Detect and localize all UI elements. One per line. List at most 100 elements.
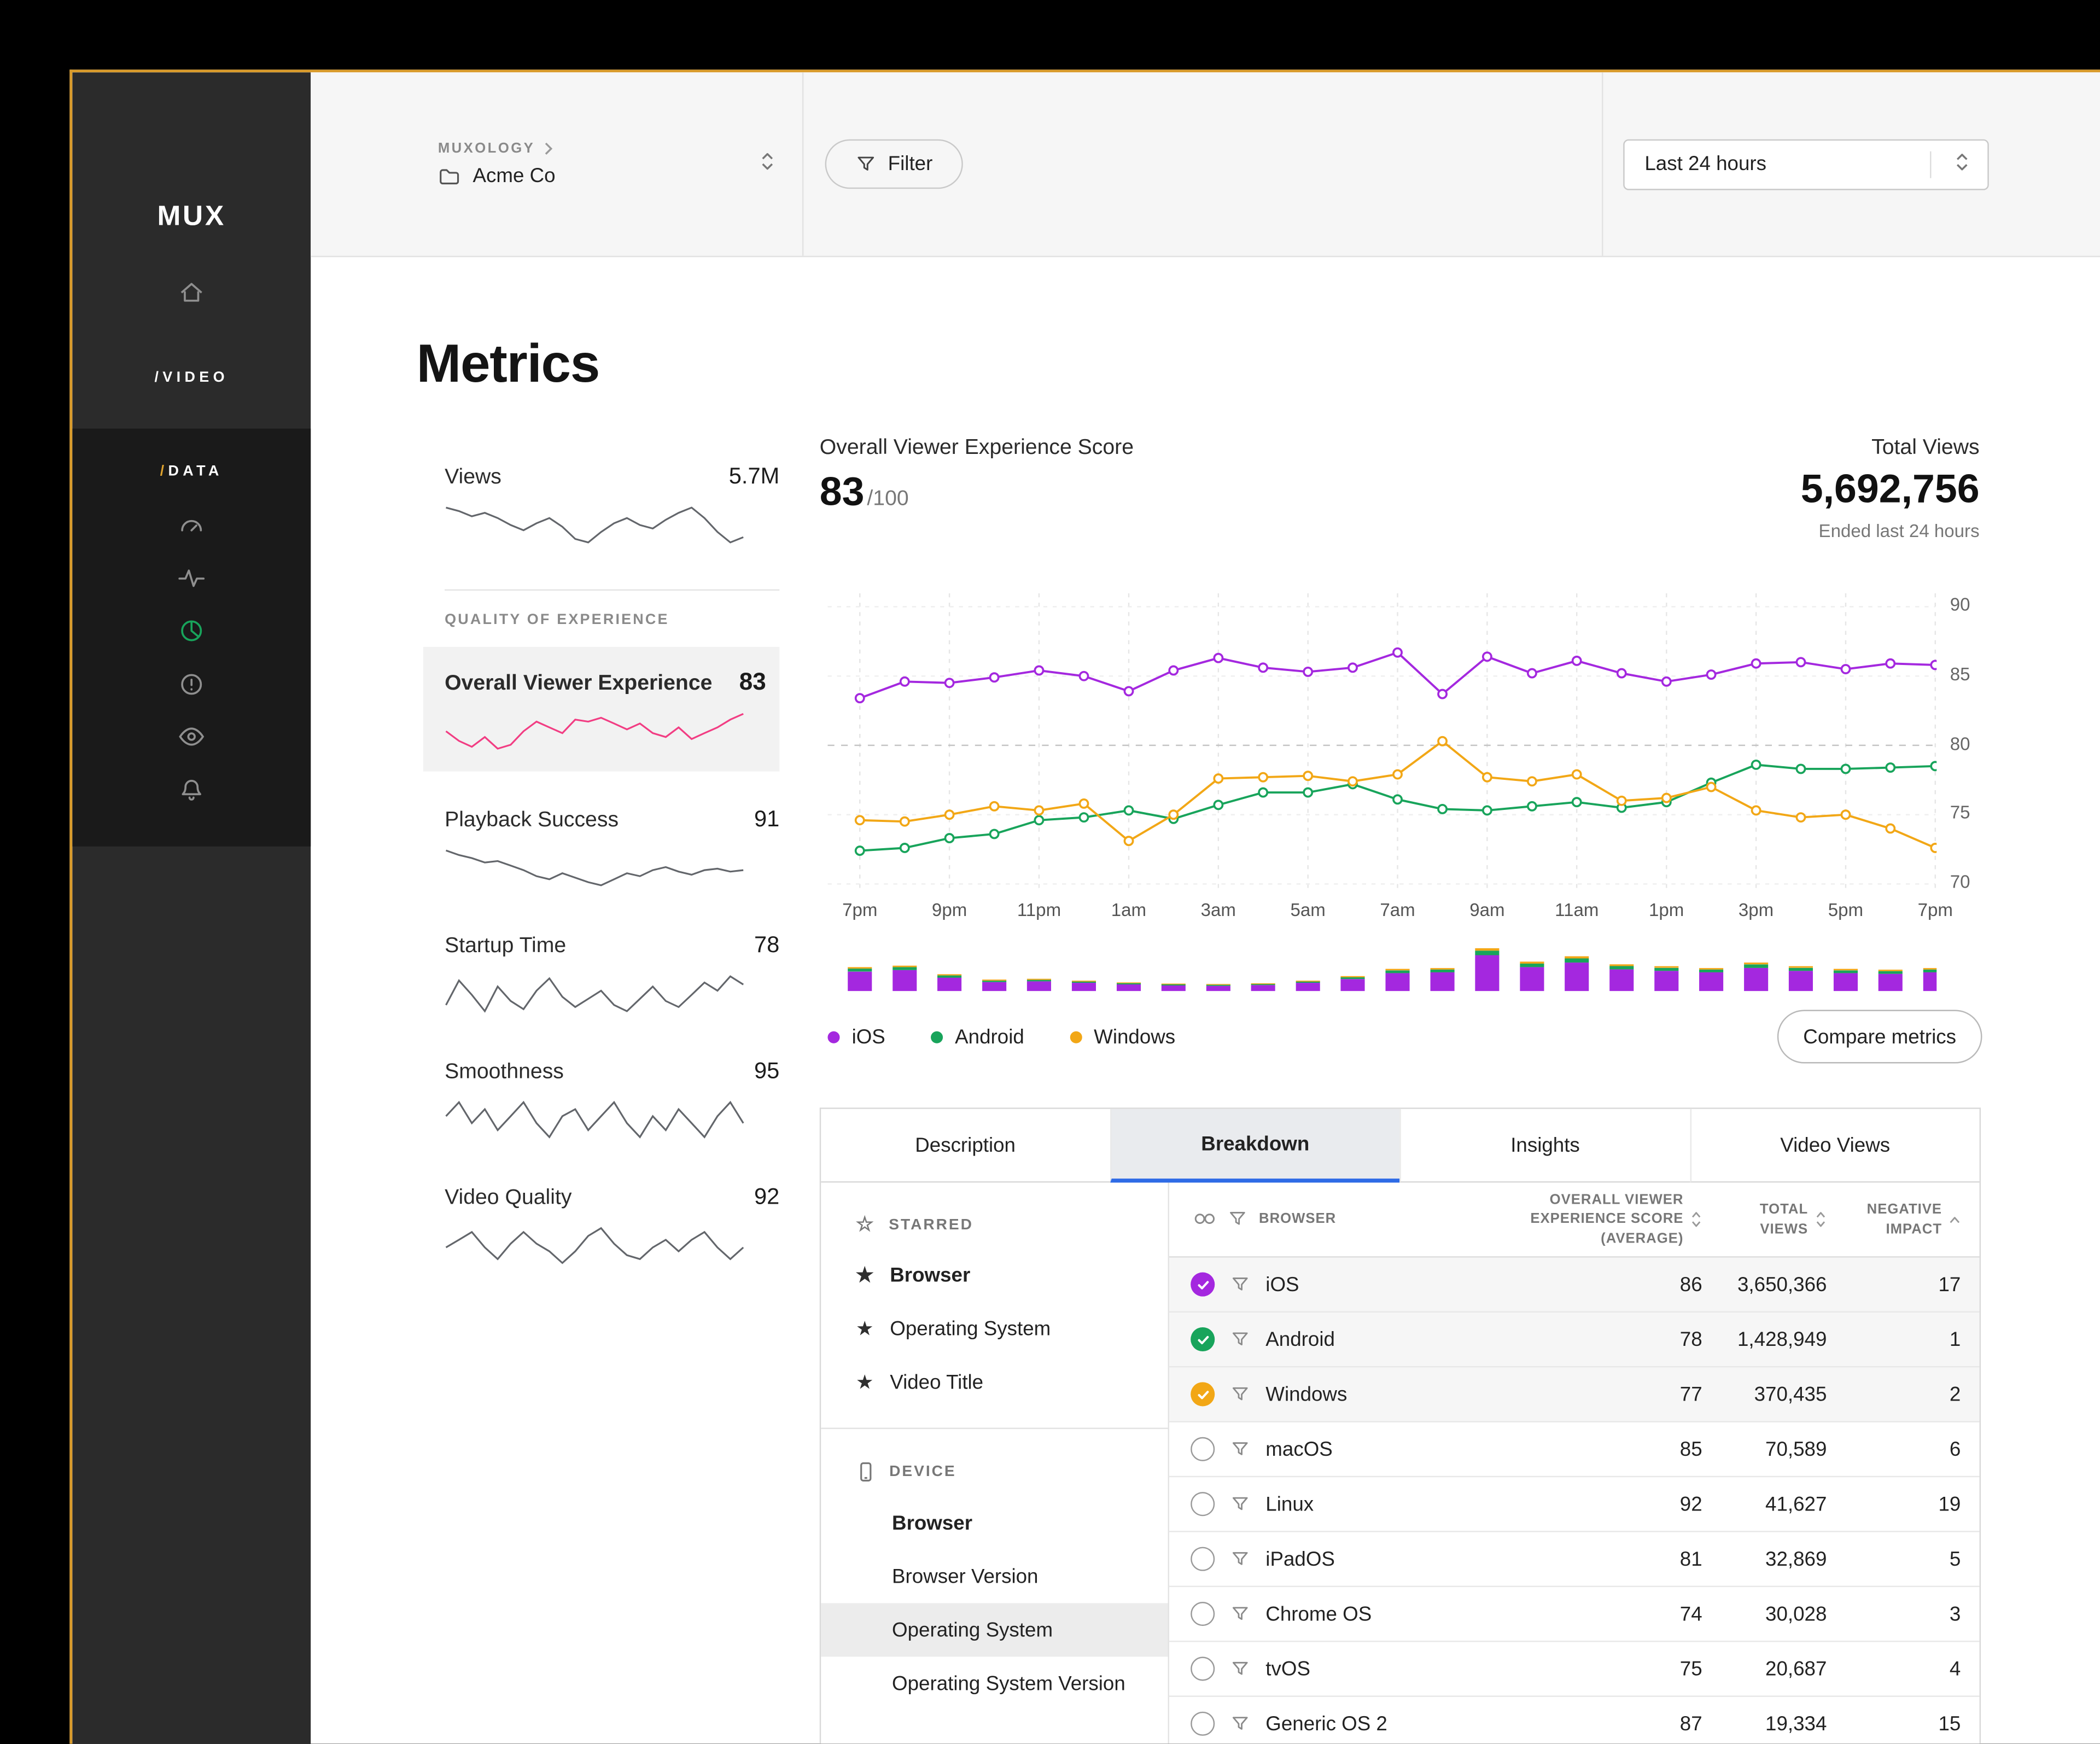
row-filter-icon[interactable] [1231,1659,1250,1678]
row-filter-icon[interactable] [1231,1495,1250,1513]
sort-up-icon [1949,1214,1961,1225]
row-score: 85 [1679,1438,1702,1461]
table-row-macos[interactable]: macOS 85 70,589 6 [1169,1422,1980,1478]
column-header-views[interactable]: TOTAL VIEWS [1729,1200,1857,1238]
star-icon: ★ [855,1263,874,1287]
dimension-item-operating-system-version[interactable]: Operating System Version [821,1656,1168,1710]
legend-item-windows[interactable]: Windows [1070,1026,1175,1049]
row-views: 1,428,949 [1737,1328,1827,1351]
metric-label: Smoothness [445,1060,564,1084]
dimension-item-video-title[interactable]: ★ Video Title [821,1355,1168,1409]
table-row-chrome-os[interactable]: Chrome OS 74 30,028 3 [1169,1587,1980,1642]
breadcrumb-root: MUXOLOGY [438,141,535,157]
org-switcher-chevrons-icon[interactable] [760,149,775,179]
metric-value: 92 [754,1183,780,1210]
row-checkbox-checked[interactable] [1191,1272,1215,1297]
pie-chart-icon[interactable] [72,617,311,644]
activity-icon[interactable] [72,565,311,592]
data-slash: / [160,463,168,480]
row-checkbox[interactable] [1191,1602,1215,1626]
table-row-ios[interactable]: iOS 86 3,650,366 17 [1169,1257,1980,1313]
row-views: 41,627 [1765,1492,1827,1516]
row-checkbox-checked[interactable] [1191,1327,1215,1352]
row-filter-icon[interactable] [1231,1275,1250,1293]
x-tick-label: 1am [1111,900,1147,920]
metric-label: Video Quality [445,1186,572,1210]
funnel-icon [1230,1212,1245,1226]
sidebar-section-data: /DATA [72,428,311,847]
dimension-item-browser[interactable]: ★ Browser [821,1248,1168,1302]
metric-value: 78 [754,932,780,958]
table-row-windows[interactable]: Windows 77 370,435 2 [1169,1367,1980,1422]
y-axis: 90 85 80 75 70 [1947,582,2006,893]
tab-insights[interactable]: Insights [1399,1109,1690,1183]
metric-sparkline [445,713,744,750]
row-views: 32,869 [1765,1547,1827,1571]
bell-icon[interactable] [72,777,311,803]
metric-card-startup-time[interactable]: Startup Time 78 [445,932,779,1016]
compare-metrics-button[interactable]: Compare metrics [1777,1010,1982,1064]
row-filter-icon[interactable] [1231,1440,1250,1459]
dimension-item-operating-system[interactable]: ★ Operating System [821,1302,1168,1355]
row-filter-icon[interactable] [1231,1549,1250,1568]
metric-card-video-quality[interactable]: Video Quality 92 [445,1184,779,1267]
row-impact: 4 [1949,1657,1961,1681]
tab-description[interactable]: Description [821,1109,1110,1183]
row-checkbox[interactable] [1191,1492,1215,1516]
column-header-impact[interactable]: NEGATIVE IMPACT [1856,1200,1979,1238]
device-icon [860,1462,872,1481]
home-icon[interactable] [72,278,311,305]
speedometer-icon[interactable] [72,512,311,539]
table-row-ipados[interactable]: iPadOS 81 32,869 5 [1169,1532,1980,1588]
tab-breakdown[interactable]: Breakdown [1109,1109,1400,1183]
time-range-select[interactable]: Last 24 hours [1623,138,1989,190]
dimension-item-browser-version[interactable]: Browser Version [821,1549,1168,1603]
dimension-label: Operating System Version [892,1672,1125,1695]
eye-icon[interactable] [72,723,311,750]
score-head: Overall Viewer Experience Score 83/100 [820,436,1134,515]
org-breadcrumb[interactable]: MUXOLOGY Acme Co [311,72,804,256]
table-row-generic-os-2[interactable]: Generic OS 2 87 19,334 15 [1169,1697,1980,1744]
row-checkbox[interactable] [1191,1711,1215,1736]
row-checkbox[interactable] [1191,1547,1215,1571]
x-tick-label: 5pm [1828,900,1864,920]
x-axis: 7pm 9pm 11pm 1am 3am 5am 7am 9am 11am 1pm 3pm 5pm 7p… [820,900,1953,930]
sidebar-item-video[interactable]: /VIDEO [154,369,229,386]
chevron-right-icon [545,142,553,155]
row-checkbox[interactable] [1191,1437,1215,1461]
metric-card-smoothness[interactable]: Smoothness 95 [445,1058,779,1141]
table-row-tvos[interactable]: tvOS 75 20,687 4 [1169,1642,1980,1697]
row-filter-icon[interactable] [1231,1714,1250,1733]
dimension-item-operating-system[interactable]: Operating System [821,1603,1168,1657]
table-row-android[interactable]: Android 78 1,428,949 1 [1169,1313,1980,1368]
volume-bars-chart[interactable] [820,946,1937,991]
metric-sparkline [445,1227,744,1264]
table-row-linux[interactable]: Linux 92 41,627 19 [1169,1477,1980,1532]
alert-icon[interactable] [72,671,311,698]
row-impact: 6 [1949,1438,1961,1461]
row-checkbox-checked[interactable] [1191,1382,1215,1407]
tab-video-views[interactable]: Video Views [1689,1109,1980,1183]
row-filter-icon[interactable] [1231,1385,1250,1403]
dimension-label: Operating System [890,1317,1051,1340]
row-filter-icon[interactable] [1231,1605,1250,1623]
metric-card-views[interactable]: Views 5.7M [445,463,779,546]
metric-card-playback-success[interactable]: Playback Success 91 [445,806,779,889]
metric-card-overall-viewer-experience[interactable]: Overall Viewer Experience 83 [423,646,780,772]
column-header-score[interactable]: OVERALL VIEWER EXPERIENCE SCORE (AVERAGE… [1501,1191,1729,1248]
sidebar-item-data[interactable]: /DATA [72,463,311,479]
column-header-browser[interactable]: BROWSER [1169,1210,1501,1229]
row-name: iOS [1265,1273,1299,1296]
dimension-item-browser[interactable]: Browser [821,1496,1168,1550]
metric-sparkline [445,975,744,1013]
chart-legend: iOS Android Windows [827,1026,1175,1049]
star-icon: ★ [855,1370,874,1394]
legend-item-ios[interactable]: iOS [827,1026,885,1049]
main-chart[interactable] [820,582,1937,893]
filter-button[interactable]: Filter [825,139,964,189]
row-views: 70,589 [1765,1438,1827,1461]
legend-item-android[interactable]: Android [931,1026,1024,1049]
row-checkbox[interactable] [1191,1656,1215,1681]
row-filter-icon[interactable] [1231,1330,1250,1349]
row-views: 30,028 [1765,1602,1827,1625]
